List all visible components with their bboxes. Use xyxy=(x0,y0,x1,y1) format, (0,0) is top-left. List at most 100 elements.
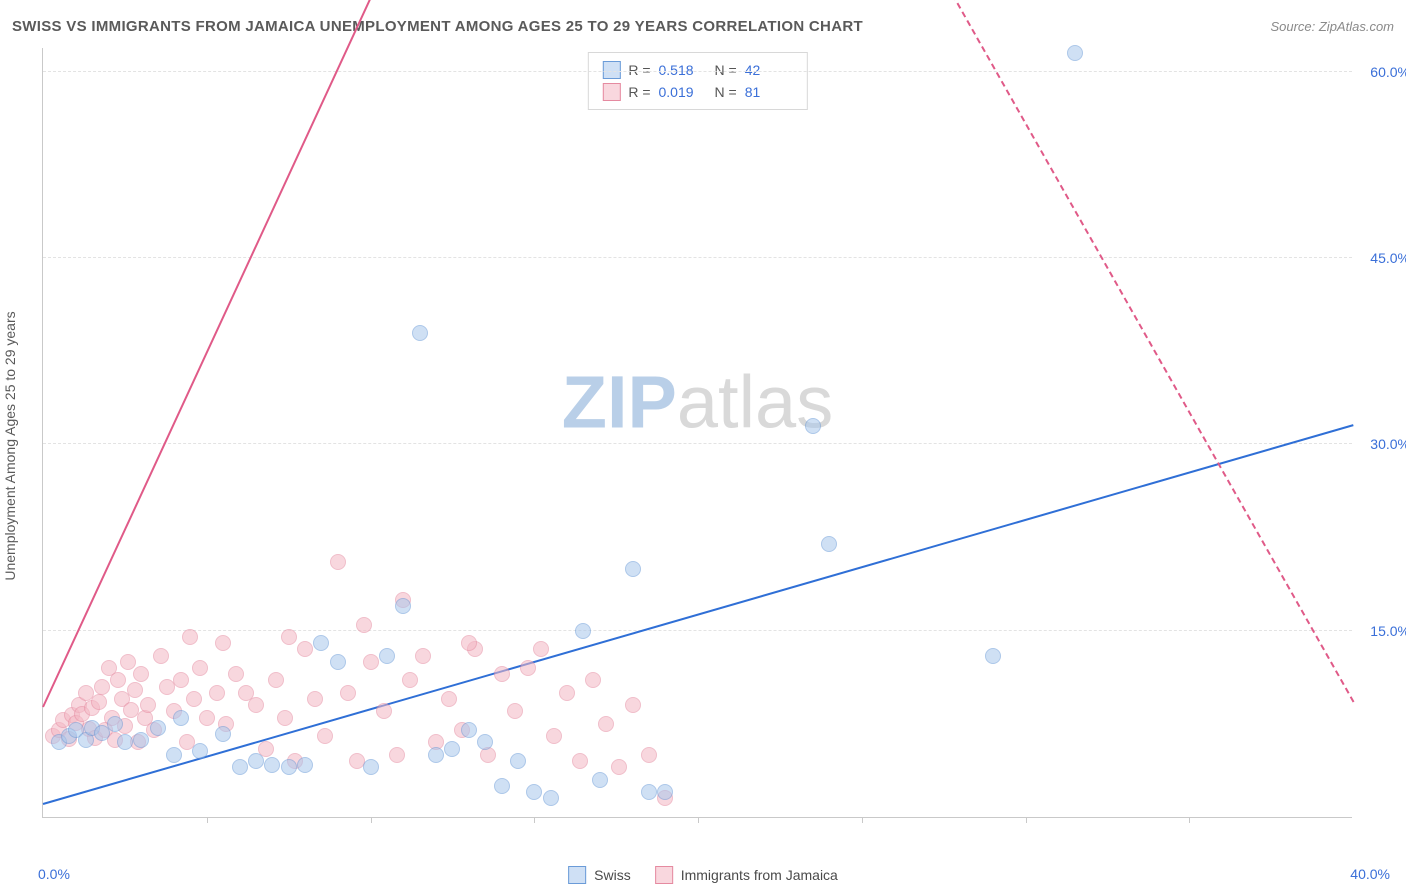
data-point xyxy=(1067,45,1083,61)
watermark: ZIPatlas xyxy=(562,359,833,444)
x-tick xyxy=(371,817,372,823)
data-point xyxy=(232,759,248,775)
data-point xyxy=(313,635,329,651)
data-point xyxy=(166,747,182,763)
data-point xyxy=(340,685,356,701)
data-point xyxy=(127,682,143,698)
data-point xyxy=(585,672,601,688)
data-point xyxy=(268,672,284,688)
data-point xyxy=(215,726,231,742)
data-point xyxy=(520,660,536,676)
data-point xyxy=(402,672,418,688)
data-point xyxy=(153,648,169,664)
data-point xyxy=(297,641,313,657)
data-point xyxy=(150,720,166,736)
y-tick-label: 45.0% xyxy=(1370,250,1406,266)
data-point xyxy=(625,697,641,713)
data-point xyxy=(985,648,1001,664)
data-point xyxy=(415,648,431,664)
data-point xyxy=(277,710,293,726)
data-point xyxy=(507,703,523,719)
data-point xyxy=(543,790,559,806)
x-axis-max-label: 40.0% xyxy=(1350,866,1390,882)
data-point xyxy=(228,666,244,682)
data-point xyxy=(192,743,208,759)
data-point xyxy=(330,654,346,670)
data-point xyxy=(363,654,379,670)
data-point xyxy=(510,753,526,769)
data-point xyxy=(107,716,123,732)
data-point xyxy=(441,691,457,707)
x-tick xyxy=(1026,817,1027,823)
x-tick xyxy=(862,817,863,823)
data-point xyxy=(110,672,126,688)
data-point xyxy=(444,741,460,757)
data-point xyxy=(199,710,215,726)
data-point xyxy=(395,598,411,614)
data-point xyxy=(173,672,189,688)
swiss-swatch-icon xyxy=(568,866,586,884)
data-point xyxy=(461,722,477,738)
gridline xyxy=(43,71,1352,72)
data-point xyxy=(559,685,575,701)
data-point xyxy=(477,734,493,750)
data-point xyxy=(821,536,837,552)
series-legend: Swiss Immigrants from Jamaica xyxy=(568,866,838,884)
y-axis-title: Unemployment Among Ages 25 to 29 years xyxy=(2,177,18,446)
data-point xyxy=(281,629,297,645)
data-point xyxy=(526,784,542,800)
data-point xyxy=(598,716,614,732)
data-point xyxy=(297,757,313,773)
data-point xyxy=(575,623,591,639)
data-point xyxy=(186,691,202,707)
data-point xyxy=(209,685,225,701)
jamaica-n-value: 81 xyxy=(745,84,793,100)
data-point xyxy=(376,703,392,719)
x-tick xyxy=(534,817,535,823)
data-point xyxy=(805,418,821,434)
data-point xyxy=(133,732,149,748)
correlation-legend: R = 0.518 N = 42 R = 0.019 N = 81 xyxy=(587,52,807,110)
data-point xyxy=(215,635,231,651)
data-point xyxy=(182,629,198,645)
data-point xyxy=(389,747,405,763)
data-point xyxy=(330,554,346,570)
data-point xyxy=(117,734,133,750)
data-point xyxy=(133,666,149,682)
x-axis-min-label: 0.0% xyxy=(38,866,70,882)
data-point xyxy=(546,728,562,744)
data-point xyxy=(494,666,510,682)
data-point xyxy=(120,654,136,670)
data-point xyxy=(379,648,395,664)
gridline xyxy=(43,257,1352,258)
legend-row-jamaica: R = 0.019 N = 81 xyxy=(602,81,792,103)
data-point xyxy=(592,772,608,788)
y-tick-label: 15.0% xyxy=(1370,623,1406,639)
data-point xyxy=(173,710,189,726)
y-tick-label: 30.0% xyxy=(1370,436,1406,452)
data-point xyxy=(641,784,657,800)
x-tick xyxy=(698,817,699,823)
jamaica-swatch-icon xyxy=(602,83,620,101)
data-point xyxy=(572,753,588,769)
jamaica-swatch-icon xyxy=(655,866,673,884)
data-point xyxy=(140,697,156,713)
data-point xyxy=(641,747,657,763)
gridline xyxy=(43,630,1352,631)
data-point xyxy=(533,641,549,657)
data-point xyxy=(428,747,444,763)
data-point xyxy=(192,660,208,676)
legend-item-jamaica: Immigrants from Jamaica xyxy=(655,866,838,884)
scatter-plot: ZIPatlas R = 0.518 N = 42 R = 0.019 N = … xyxy=(42,48,1352,818)
data-point xyxy=(264,757,280,773)
data-point xyxy=(412,325,428,341)
data-point xyxy=(657,784,673,800)
data-point xyxy=(94,679,110,695)
trend-line xyxy=(42,0,633,707)
source-label: Source: ZipAtlas.com xyxy=(1270,19,1394,34)
y-tick-label: 60.0% xyxy=(1370,64,1406,80)
data-point xyxy=(625,561,641,577)
data-point xyxy=(91,694,107,710)
data-point xyxy=(611,759,627,775)
x-tick xyxy=(1189,817,1190,823)
